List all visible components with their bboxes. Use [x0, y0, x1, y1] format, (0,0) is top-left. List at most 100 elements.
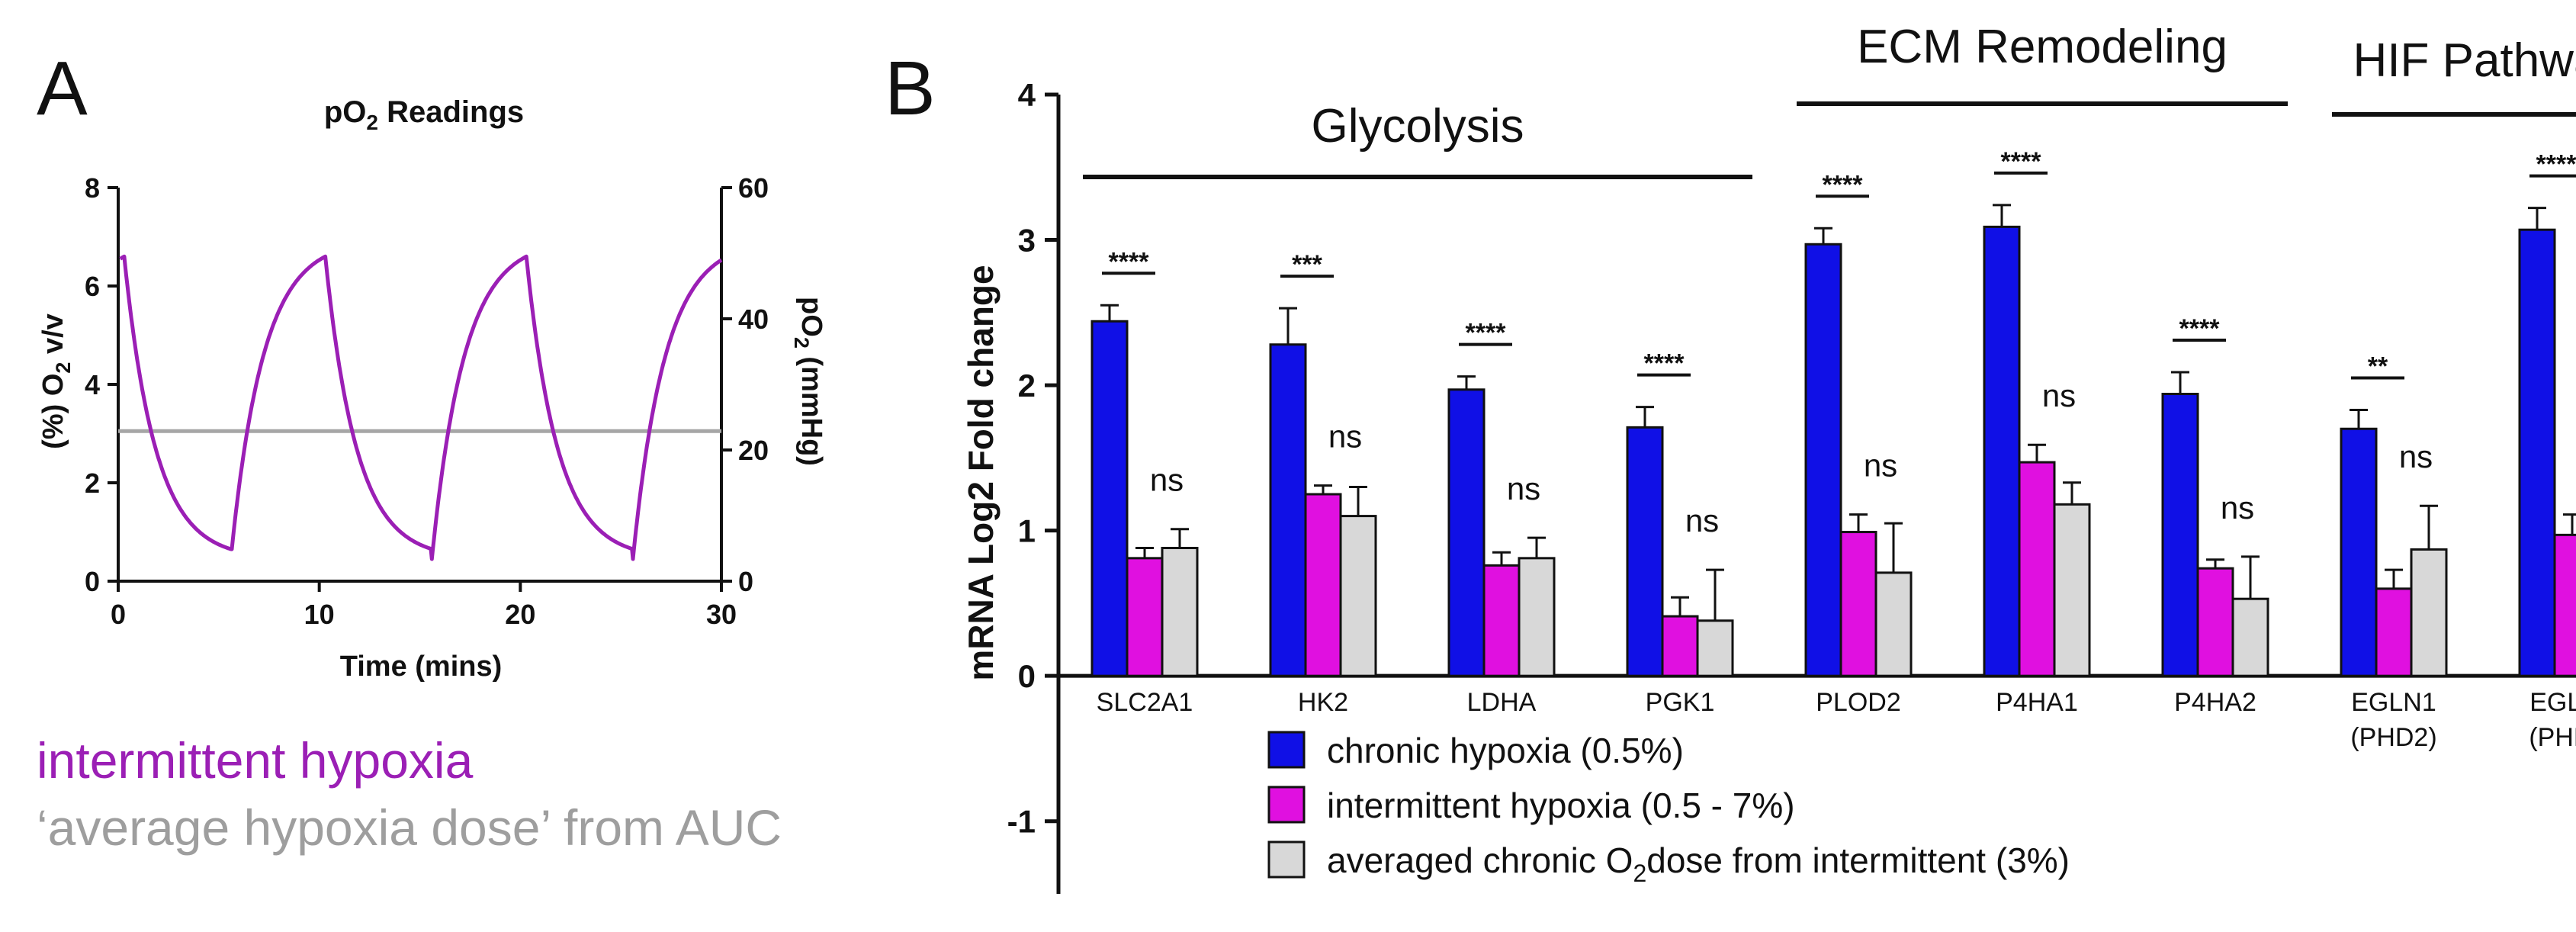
legend-average-hypoxia-dose: ‘average hypoxia dose’ from AUC — [37, 799, 782, 856]
bar-intermittent — [1839, 531, 1877, 677]
bar-intermittent — [2018, 461, 2056, 677]
bar-averaged — [1696, 619, 1734, 677]
legend-label-chronic: chronic hypoxia (0.5%) — [1327, 731, 1684, 770]
bar-averaged — [2410, 548, 2448, 677]
a-y-tick-label: 0 — [85, 566, 100, 597]
legend-swatch-intermittent — [1267, 786, 1306, 824]
panel-a-letter: A — [37, 46, 88, 131]
significance-stars: **** — [2179, 314, 2221, 343]
bar-chronic — [1447, 388, 1486, 677]
a-y-tick-label: 2 — [85, 468, 100, 499]
ns-label: ns — [2221, 490, 2254, 525]
a-y-tick-label: 8 — [85, 172, 100, 204]
ns-label: ns — [2042, 378, 2076, 413]
legend-label-averaged: averaged chronic O2dose from intermitten… — [1327, 840, 2070, 887]
category-label: PGK1 — [1646, 688, 1715, 717]
category-label: PLOD2 — [1816, 688, 1901, 717]
bar-chart: Glycolysis ECM Remodeling HIF Pathway -1 0 1… — [961, 21, 2576, 894]
legend-intermittent-hypoxia: intermittent hypoxia — [37, 732, 474, 789]
a-x-tick-label: 20 — [505, 599, 535, 630]
category-sublabel: (PHD3) — [2529, 723, 2576, 752]
category-label: SLC2A1 — [1097, 688, 1193, 717]
a-x-axis: 0 10 20 30 — [111, 580, 737, 630]
bar-averaged — [1339, 515, 1377, 677]
a-x-tick-label: 10 — [304, 599, 335, 630]
bar-chronic — [2161, 393, 2199, 677]
ns-label: ns — [1864, 448, 1897, 484]
bar-intermittent — [1126, 557, 1164, 677]
b-y-tick-label: -1 — [1007, 804, 1036, 840]
line-chart-title: pO2 Readings — [324, 95, 524, 134]
category-label: P4HA2 — [2174, 688, 2256, 717]
legend-swatch-chronic — [1267, 731, 1306, 769]
group-label: Glycolysis — [1311, 100, 1524, 153]
bar-averaged — [1518, 557, 1556, 677]
significance-stars: **** — [1466, 319, 1507, 348]
significance-stars: **** — [2001, 147, 2042, 176]
b-y-tick-label: 4 — [1018, 77, 1036, 113]
significance-stars: ** — [2368, 352, 2388, 381]
a-x-tick-label: 0 — [111, 599, 126, 630]
significance-stars: **** — [1109, 247, 1150, 276]
a-x-axis-label: Time (mins) — [340, 651, 503, 683]
ns-label: ns — [1507, 471, 1540, 506]
bar-intermittent — [2196, 567, 2234, 677]
group-label: HIF Pathway — [2353, 34, 2576, 87]
bar-chronic — [2518, 228, 2556, 677]
b-y-tick-label: 2 — [1018, 368, 1036, 403]
a-y-tick-label: 4 — [85, 369, 100, 400]
b-group-labels: Glycolysis ECM Remodeling HIF Pathway — [1083, 21, 2576, 179]
bar-intermittent — [2553, 533, 2576, 677]
a-y2-tick-label: 60 — [738, 172, 769, 204]
group-label: ECM Remodeling — [1857, 21, 2228, 73]
a-y-axis: 0 2 4 6 8 — [85, 172, 120, 597]
bar-intermittent — [1661, 615, 1699, 677]
legend-swatch-averaged — [1267, 840, 1306, 879]
legend-label-intermittent: intermittent hypoxia (0.5 - 7%) — [1327, 786, 1795, 825]
a-x-tick-label: 30 — [706, 599, 737, 630]
intermittent-hypoxia-trace — [119, 254, 723, 561]
a-y2-tick-label: 0 — [738, 566, 753, 597]
bar-chronic — [1269, 343, 1307, 677]
significance-stars: **** — [1823, 170, 1864, 199]
bar-chronic — [2340, 427, 2378, 677]
category-label: EGLN1 — [2351, 688, 2436, 717]
b-bars — [1090, 204, 2576, 677]
ns-label: ns — [2399, 439, 2433, 474]
ns-label: ns — [1685, 503, 1719, 538]
category-label: P4HA1 — [1996, 688, 2078, 717]
bar-chronic — [1804, 243, 1842, 677]
line-chart: pO2 Readings 0 10 20 30 0 2 4 6 8 0 20 40 60 Time … — [37, 95, 827, 683]
b-legend: chronic hypoxia (0.5%) intermittent hypox… — [1267, 731, 2070, 887]
b-categories: SLC2A1 HK2 LDHA PGK1 PLOD2 P4HA1 P4HA2 EGLN1 (PH… — [1097, 688, 2576, 752]
b-significance: **** ns *** ns **** ns **** ns **** ns **** ns **** n… — [1102, 147, 2576, 538]
bar-intermittent — [1482, 564, 1521, 677]
b-y-tick-label: 0 — [1018, 658, 1036, 694]
b-y-tick-label: 3 — [1018, 223, 1036, 259]
category-label: LDHA — [1467, 688, 1537, 717]
b-y-axis-label: mRNA Log2 Fold change — [961, 265, 1001, 680]
a-y-tick-label: 6 — [85, 271, 100, 302]
a-y-axis-label: (%) O2 v/v — [37, 313, 75, 449]
significance-stars: **** — [2536, 150, 2576, 179]
category-label: EGLN3 — [2529, 688, 2576, 717]
bar-chronic — [1983, 225, 2021, 677]
bar-averaged — [2053, 503, 2091, 677]
category-sublabel: (PHD2) — [2350, 723, 2436, 752]
bar-intermittent — [1304, 493, 1342, 677]
b-y-tick-label: 1 — [1018, 513, 1036, 549]
ns-label: ns — [1328, 419, 1362, 455]
significance-stars: **** — [1644, 349, 1685, 378]
bar-averaged — [2231, 597, 2269, 677]
a-y2-tick-label: 20 — [738, 435, 769, 466]
panel-b-letter: B — [885, 46, 936, 131]
significance-stars: *** — [1292, 250, 1322, 279]
bar-chronic — [1090, 320, 1129, 677]
bar-averaged — [1161, 547, 1199, 677]
a-y2-axis: 0 20 40 60 — [720, 172, 769, 597]
bar-averaged — [1874, 571, 1913, 677]
category-label: HK2 — [1298, 688, 1348, 717]
a-y2-axis-label: pO2 (mmHg) — [790, 297, 827, 466]
a-y2-tick-label: 40 — [738, 304, 769, 335]
